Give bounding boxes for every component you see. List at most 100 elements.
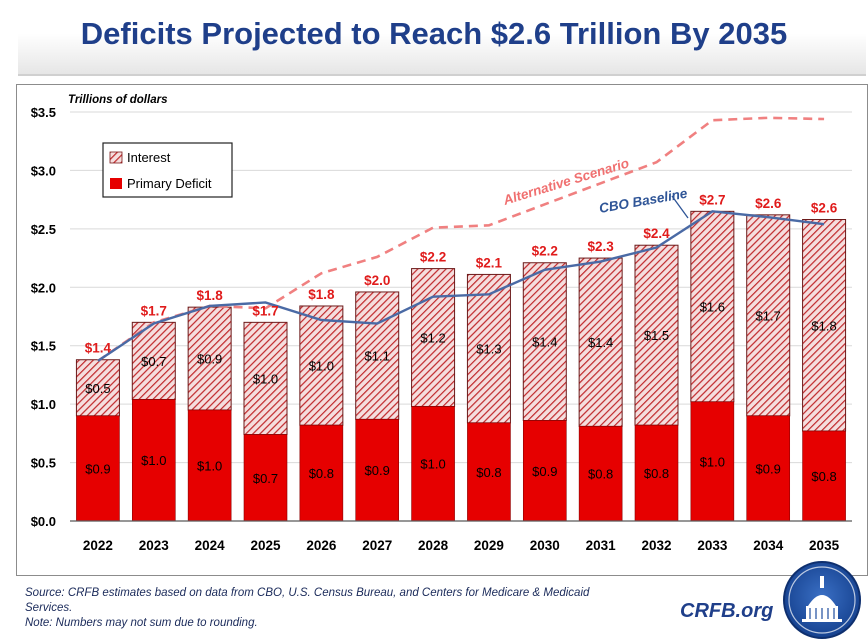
x-tick-label: 2034 [753, 538, 784, 553]
bar-primary-deficit [243, 434, 288, 522]
bar-interest [802, 219, 847, 432]
data-label-interest: $1.4 [532, 335, 557, 350]
data-label-total: $2.2 [420, 250, 446, 265]
y-axis-label: Trillions of dollars [68, 94, 167, 106]
page-title: Deficits Projected to Reach $2.6 Trillio… [80, 16, 788, 51]
data-label-interest: $1.1 [365, 349, 390, 364]
x-tick-label: 2024 [195, 538, 226, 553]
bar-interest [690, 210, 735, 403]
bar-interest [355, 291, 400, 420]
y-tick-label: $3.5 [31, 105, 56, 120]
data-label-total: $2.2 [532, 244, 558, 259]
cbo-baseline-leader [671, 195, 689, 219]
x-tick-label: 2033 [697, 538, 728, 553]
legend: Interest Primary Deficit [102, 142, 233, 198]
data-label-total: $2.7 [699, 192, 725, 207]
bar-interest [187, 306, 232, 411]
bar-primary-deficit [690, 401, 735, 522]
data-label-interest: $0.9 [197, 352, 222, 367]
x-tick-label: 2030 [530, 538, 560, 553]
data-label-primary: $0.8 [588, 467, 613, 482]
line-cbo-baseline [97, 210, 825, 362]
data-label-total: $2.4 [643, 226, 670, 241]
data-label-total: $2.6 [811, 201, 838, 216]
data-label-primary: $0.9 [756, 461, 781, 476]
legend-swatch-primary [110, 178, 122, 189]
bar-interest [243, 321, 288, 436]
y-tick-label: $2.5 [31, 222, 56, 237]
y-tick-label: $0.5 [31, 456, 56, 471]
legend-label-interest: Interest [127, 150, 171, 165]
data-label-primary: $0.9 [532, 464, 557, 479]
x-tick-label: 2032 [641, 538, 671, 553]
data-label-primary: $0.8 [476, 465, 501, 480]
data-label-total: $2.0 [364, 273, 390, 288]
bar-interest [131, 321, 176, 400]
data-label-total: $1.7 [252, 303, 278, 318]
y-tick-label: $1.5 [31, 339, 56, 354]
brand-link[interactable]: CRFB.org [680, 600, 774, 622]
x-tick-label: 2028 [418, 538, 449, 553]
data-label-interest: $1.8 [811, 318, 836, 333]
x-tick-label: 2031 [586, 538, 617, 553]
y-tick-label: $1.0 [31, 397, 56, 412]
bar-primary-deficit [578, 426, 623, 522]
data-label-interest: $1.3 [476, 342, 501, 357]
data-label-primary: $0.8 [644, 466, 669, 481]
x-tick-label: 2023 [139, 538, 170, 553]
legend-swatch-interest [109, 151, 123, 164]
title-band [18, 0, 866, 76]
data-label-primary: $0.9 [85, 461, 110, 476]
data-label-total: $1.8 [308, 287, 335, 302]
data-label-primary: $0.8 [309, 466, 334, 481]
data-label-primary: $1.0 [141, 453, 166, 468]
y-tick-label: $3.0 [31, 163, 56, 178]
x-tick-label: 2022 [83, 538, 113, 553]
data-label-total: $1.8 [197, 288, 224, 303]
bar-interest [299, 305, 344, 426]
data-label-primary: $1.0 [420, 457, 445, 472]
data-label-interest: $1.0 [309, 359, 334, 374]
bar-primary-deficit [299, 424, 344, 522]
x-tick-label: 2035 [809, 538, 840, 553]
crfb-seal [783, 561, 861, 639]
bar-primary-deficit [76, 415, 120, 522]
data-label-interest: $1.0 [253, 371, 278, 386]
bar-primary-deficit [131, 399, 176, 522]
bar-interest [746, 214, 791, 417]
bar-primary-deficit [411, 406, 455, 522]
footer: Source: CRFB estimates based on data fro… [25, 586, 625, 631]
bar-primary-deficit [187, 409, 232, 522]
x-tick-label: 2027 [362, 538, 392, 553]
source-note: Source: CRFB estimates based on data fro… [25, 587, 590, 614]
data-label-interest: $1.5 [644, 328, 669, 343]
data-label-interest: $1.6 [700, 300, 725, 315]
y-tick-label: $0.0 [31, 514, 56, 529]
bar-interest [578, 257, 623, 427]
data-label-total: $1.4 [85, 341, 112, 356]
bar-interest [522, 262, 567, 422]
data-label-total: $2.1 [476, 255, 503, 270]
x-tick-label: 2029 [474, 538, 504, 553]
x-tick-label: 2026 [306, 538, 337, 553]
bar-primary-deficit [634, 424, 679, 522]
y-tick-label: $2.0 [31, 280, 56, 295]
data-label-total: $2.3 [588, 239, 615, 254]
bar-primary-deficit [355, 419, 400, 522]
data-label-total: $2.6 [755, 196, 782, 211]
bar-interest [411, 268, 456, 407]
data-label-interest: $0.7 [141, 354, 166, 369]
legend-label-primary: Primary Deficit [127, 176, 212, 191]
data-label-interest: $1.4 [588, 335, 613, 350]
bar-primary-deficit [467, 422, 511, 522]
data-label-interest: $0.5 [85, 381, 110, 396]
data-label-primary: $0.7 [253, 471, 278, 486]
data-label-total: $1.7 [141, 303, 167, 318]
data-label-primary: $1.0 [700, 454, 725, 469]
data-label-primary: $0.8 [811, 469, 836, 484]
data-label-interest: $1.7 [756, 308, 781, 323]
bar-primary-deficit [802, 430, 846, 522]
data-label-primary: $1.0 [197, 458, 222, 473]
bar-primary-deficit [522, 420, 567, 522]
